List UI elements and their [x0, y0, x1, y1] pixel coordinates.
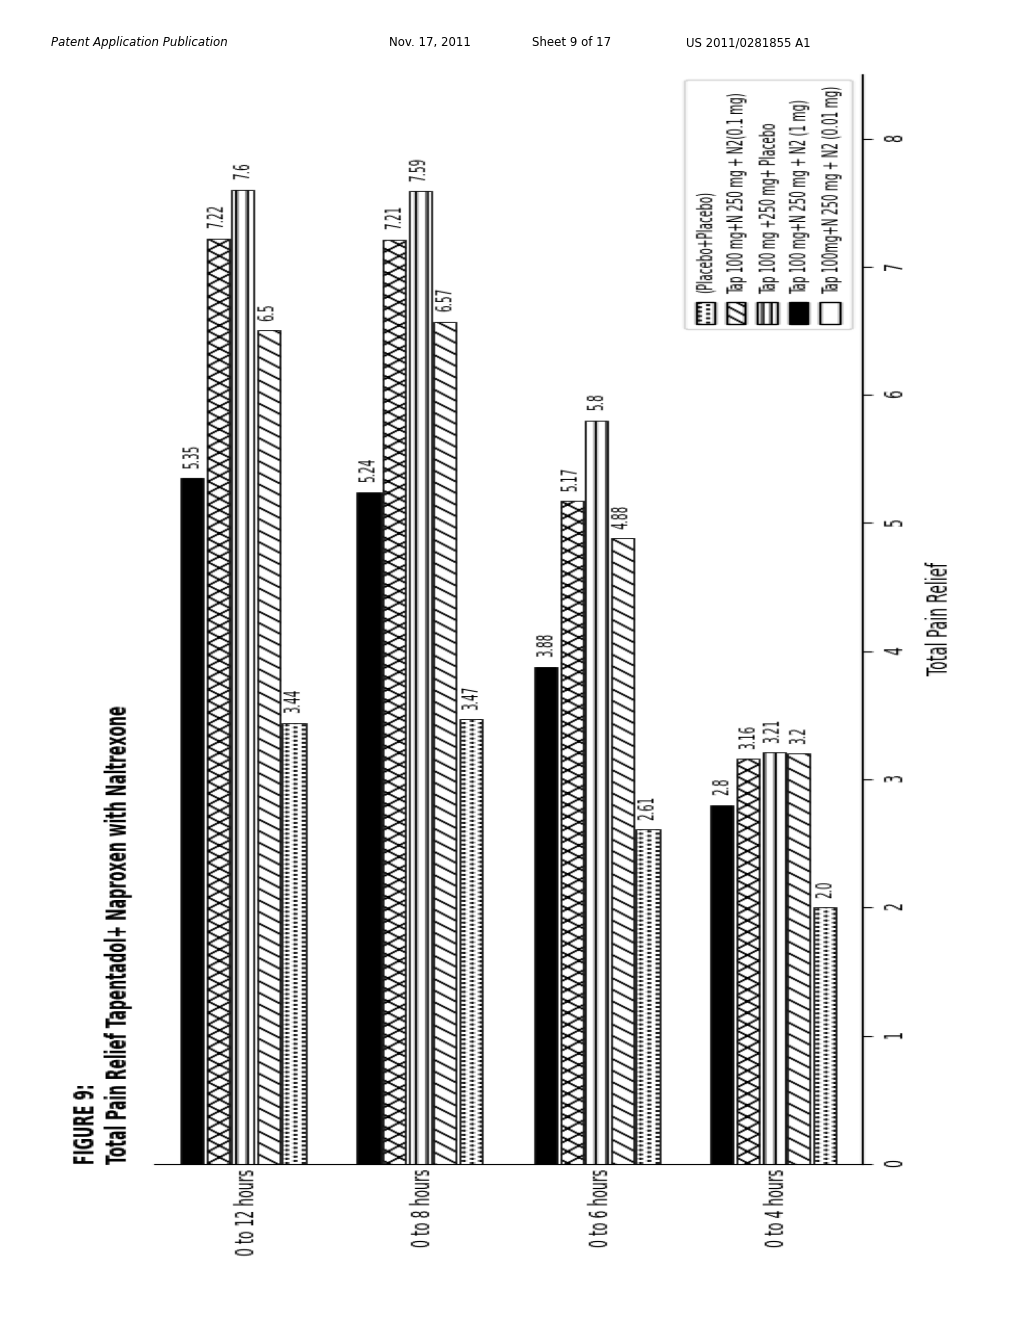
Text: Sheet 9 of 17: Sheet 9 of 17: [532, 36, 611, 49]
Text: Patent Application Publication: Patent Application Publication: [51, 36, 228, 49]
Text: Nov. 17, 2011: Nov. 17, 2011: [389, 36, 471, 49]
Text: US 2011/0281855 A1: US 2011/0281855 A1: [686, 36, 811, 49]
